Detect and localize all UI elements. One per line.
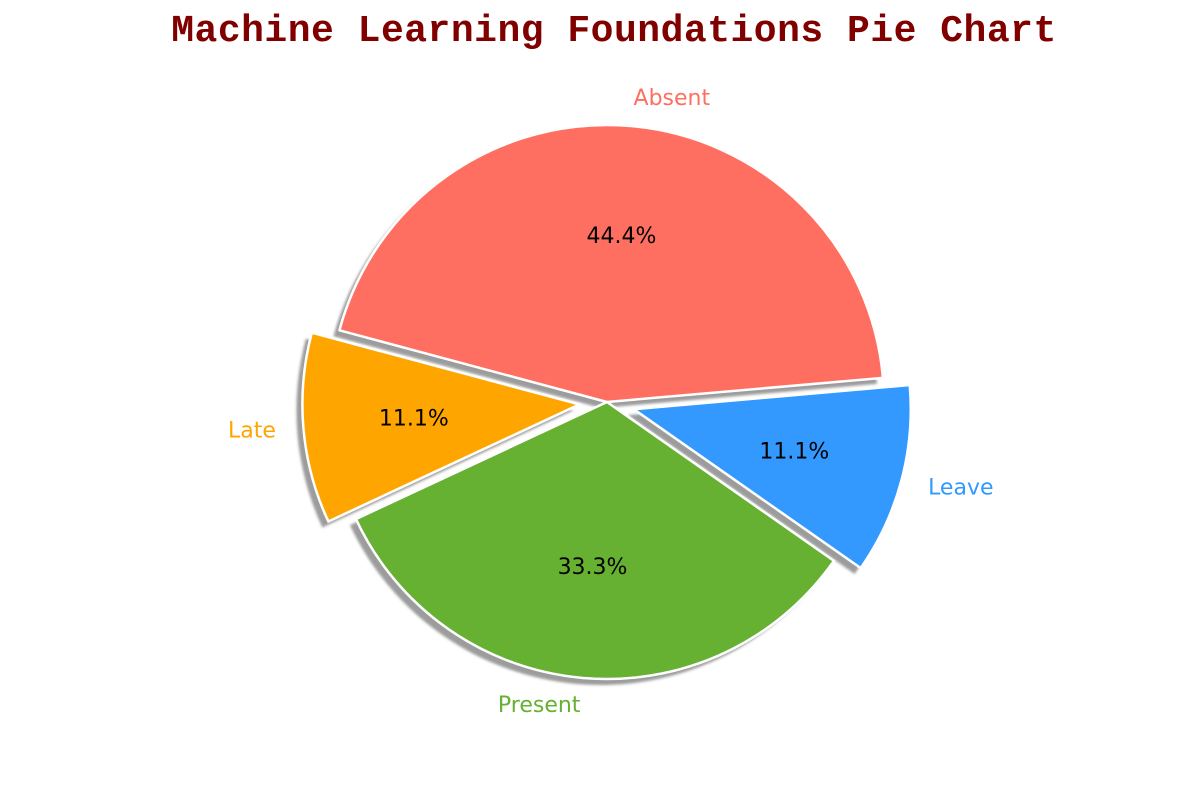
slice-leave[interactable] bbox=[632, 383, 912, 570]
slice-absent[interactable] bbox=[338, 123, 885, 404]
label-present: Present bbox=[498, 693, 581, 718]
label-leave: Leave bbox=[928, 476, 993, 501]
label-absent: Absent bbox=[634, 86, 711, 111]
label-late: Late bbox=[228, 418, 276, 443]
slice-late[interactable] bbox=[301, 331, 581, 523]
slices bbox=[301, 123, 912, 681]
pct-label-absent: 44.4% bbox=[587, 224, 657, 249]
slice-present[interactable] bbox=[354, 400, 836, 681]
pct-label-late: 11.1% bbox=[379, 406, 449, 431]
pct-label-present: 33.3% bbox=[558, 555, 628, 580]
chart-title: Machine Learning Foundations Pie Chart bbox=[171, 10, 1057, 53]
labels: Absent 44.4% Late 11.1% Present 33.3% Leave 11.… bbox=[228, 86, 994, 718]
pct-label-leave: 11.1% bbox=[759, 440, 829, 465]
